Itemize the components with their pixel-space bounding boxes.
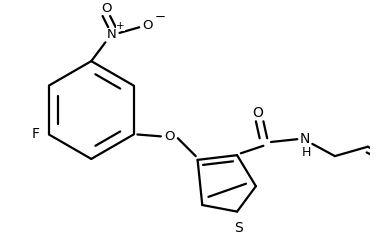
- Text: N: N: [107, 28, 117, 41]
- Text: O: O: [101, 2, 112, 15]
- Text: O: O: [252, 106, 263, 120]
- Text: S: S: [235, 221, 243, 235]
- Text: N: N: [299, 132, 310, 146]
- Text: F: F: [32, 127, 40, 141]
- Text: +: +: [116, 21, 125, 31]
- Text: O: O: [164, 130, 174, 143]
- Text: H: H: [302, 146, 311, 159]
- Text: −: −: [154, 10, 165, 24]
- Text: O: O: [142, 19, 153, 32]
